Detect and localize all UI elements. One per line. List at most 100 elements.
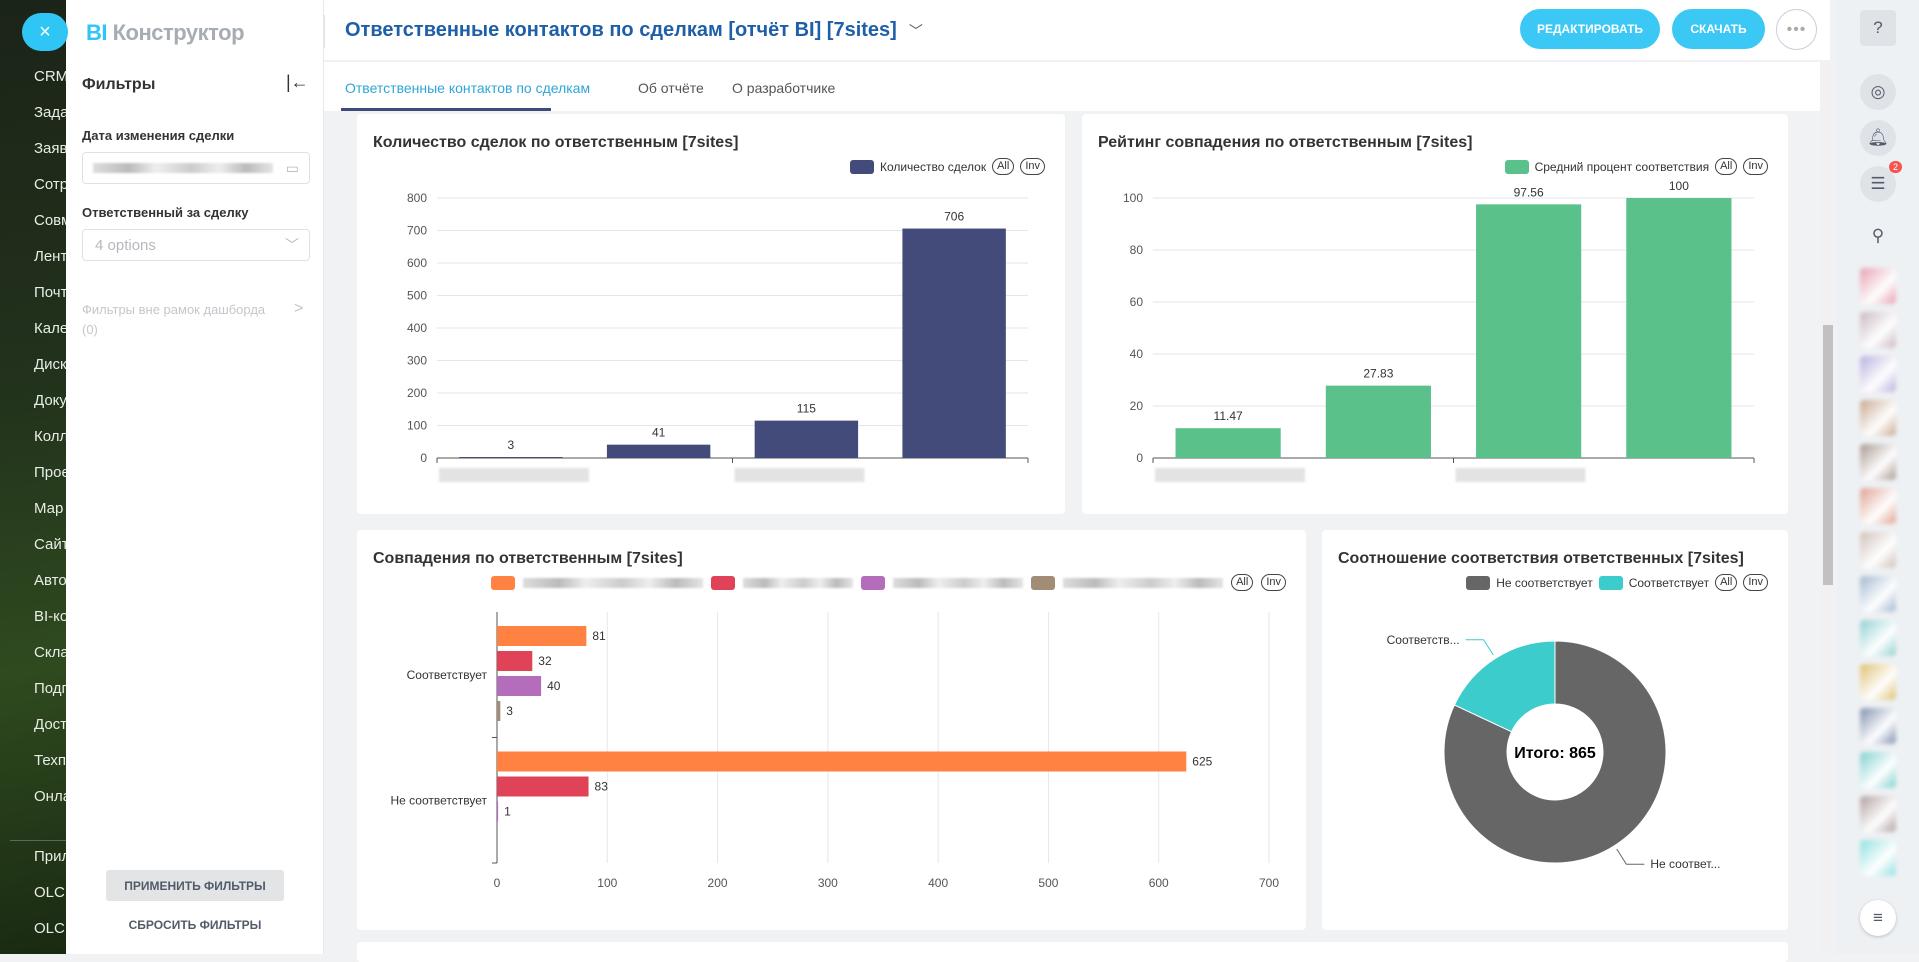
chat-button[interactable]: ☰ 2 bbox=[1860, 161, 1902, 202]
download-button[interactable]: СКАЧАТЬ bbox=[1672, 9, 1765, 49]
nav-item[interactable]: Прое bbox=[34, 464, 66, 481]
user-avatar[interactable] bbox=[1860, 752, 1896, 788]
y-tick-label: 0 bbox=[420, 451, 427, 465]
nav-item[interactable]: Техп bbox=[34, 752, 66, 769]
legend-inv-button[interactable]: Inv bbox=[1020, 158, 1045, 175]
close-icon: × bbox=[39, 20, 51, 43]
data-label: 3 bbox=[506, 704, 513, 718]
nav-item[interactable]: Заяв bbox=[34, 140, 66, 157]
menu-button[interactable]: ≡ bbox=[1860, 900, 1896, 936]
nav-item[interactable]: Сайт bbox=[34, 536, 66, 553]
chevron-down-icon[interactable]: ﹀ bbox=[908, 22, 923, 39]
nav-item[interactable]: Мар bbox=[34, 500, 64, 517]
user-avatar[interactable] bbox=[1860, 576, 1896, 612]
user-avatar[interactable] bbox=[1860, 488, 1896, 524]
donut-chart: Не соответ... Соответств... Итого: 865 bbox=[1387, 633, 1721, 871]
search-button[interactable]: ⚲ bbox=[1860, 218, 1896, 254]
legend-item-blurred[interactable] bbox=[743, 577, 854, 588]
nav-item[interactable]: Совм bbox=[34, 212, 66, 229]
nav-item[interactable]: Зада bbox=[34, 104, 66, 121]
apply-filters-button[interactable]: ПРИМЕНИТЬ ФИЛЬТРЫ bbox=[106, 870, 284, 901]
responsible-select[interactable]: 4 options ﹀ bbox=[82, 229, 310, 261]
legend-item-blurred[interactable] bbox=[893, 577, 1024, 588]
nav-item[interactable]: Почт bbox=[34, 284, 66, 301]
bar bbox=[497, 676, 542, 696]
nav-item[interactable]: Кале bbox=[34, 320, 66, 337]
notifications-button[interactable]: 🔔︎ bbox=[1860, 120, 1896, 156]
blurred-x-label bbox=[734, 468, 865, 482]
close-button[interactable]: × bbox=[22, 13, 68, 51]
nav-item[interactable]: OLCH bbox=[34, 884, 66, 901]
user-avatar[interactable] bbox=[1860, 268, 1896, 304]
user-avatar[interactable] bbox=[1860, 796, 1896, 832]
nav-item[interactable]: Прил bbox=[34, 848, 66, 865]
bar bbox=[1626, 198, 1732, 458]
user-avatar[interactable] bbox=[1860, 840, 1896, 876]
data-label: 3 bbox=[508, 438, 515, 452]
x-tick-label: 500 bbox=[1038, 876, 1058, 890]
legend-all-button[interactable]: All bbox=[992, 158, 1015, 175]
user-avatar[interactable] bbox=[1860, 620, 1896, 656]
collapse-panel-icon[interactable]: |← bbox=[286, 72, 309, 92]
help-button[interactable]: ? bbox=[1860, 10, 1896, 46]
legend-all-button[interactable]: All bbox=[1231, 574, 1254, 591]
copilot-button[interactable]: ◎ bbox=[1860, 74, 1896, 110]
nav-item[interactable]: Диск bbox=[34, 356, 66, 373]
user-avatar[interactable] bbox=[1860, 708, 1896, 744]
date-filter-label: Дата изменения сделки bbox=[82, 128, 235, 143]
bar bbox=[459, 457, 563, 458]
bell-icon: 🔔︎ bbox=[1867, 128, 1889, 147]
legend-item[interactable]: Средний процент соответствия bbox=[1534, 159, 1710, 174]
user-avatar[interactable] bbox=[1860, 664, 1896, 700]
nav-item[interactable]: Авто bbox=[34, 572, 66, 589]
legend-inv-button[interactable]: Inv bbox=[1261, 574, 1286, 591]
user-avatar[interactable] bbox=[1860, 312, 1896, 348]
nav-item[interactable]: Колл bbox=[34, 428, 66, 445]
nav-item[interactable]: Доку bbox=[34, 392, 66, 409]
blurred-x-label bbox=[1455, 468, 1586, 482]
nav-item[interactable]: Скла bbox=[34, 644, 66, 661]
calendar-icon: ▭ bbox=[285, 160, 299, 176]
nav-item[interactable]: Лент bbox=[34, 248, 66, 265]
user-avatar[interactable] bbox=[1860, 444, 1896, 480]
date-range-input[interactable]: ▭ bbox=[82, 152, 310, 184]
legend-item[interactable]: Не соответствует bbox=[1496, 575, 1593, 590]
tab-about-developer[interactable]: О разработчике bbox=[732, 80, 836, 96]
edit-button[interactable]: РЕДАКТИРОВАТЬ bbox=[1520, 9, 1660, 49]
scrollbar[interactable] bbox=[1821, 61, 1835, 954]
legend-item[interactable]: Соответствует bbox=[1628, 575, 1710, 590]
legend-all-button[interactable]: All bbox=[1715, 574, 1738, 591]
outside-filters-link[interactable]: Фильтры вне рамок дашборда (0) bbox=[82, 302, 266, 337]
data-label: 40 bbox=[547, 679, 561, 693]
x-tick-label: 300 bbox=[818, 876, 838, 890]
legend-inv-button[interactable]: Inv bbox=[1743, 158, 1768, 175]
nav-item[interactable]: Подп bbox=[34, 680, 66, 697]
nav-item[interactable]: Сотр bbox=[34, 176, 66, 193]
tab-about-report[interactable]: Об отчёте bbox=[638, 80, 704, 96]
report-title[interactable]: Ответственные контактов по сделкам [отчё… bbox=[345, 19, 897, 41]
nav-item[interactable]: Онла bbox=[34, 788, 66, 805]
legend-item-blurred[interactable] bbox=[523, 577, 704, 588]
y-tick-label: 20 bbox=[1130, 399, 1144, 413]
y-tick-label: 100 bbox=[407, 419, 427, 433]
legend-swatch bbox=[849, 159, 874, 174]
nav-item[interactable]: OLCH bbox=[34, 920, 66, 937]
nav-item[interactable]: Дост bbox=[34, 716, 66, 733]
user-avatar[interactable] bbox=[1860, 356, 1896, 392]
y-category-label: Не соответствует bbox=[390, 793, 487, 807]
legend-item-blurred[interactable] bbox=[1063, 577, 1224, 588]
legend-swatch bbox=[491, 575, 516, 590]
user-avatar[interactable] bbox=[1860, 400, 1896, 436]
nav-item[interactable]: BI-ко bbox=[34, 608, 66, 625]
scrollbar-thumb[interactable] bbox=[1823, 325, 1833, 585]
more-options-button[interactable]: ••• bbox=[1776, 9, 1817, 50]
legend-item[interactable]: Количество сделок bbox=[879, 159, 987, 174]
legend-inv-button[interactable]: Inv bbox=[1743, 574, 1768, 591]
bar bbox=[1175, 428, 1281, 458]
legend-all-button[interactable]: All bbox=[1715, 158, 1738, 175]
data-label: 1 bbox=[504, 805, 511, 819]
user-avatar[interactable] bbox=[1860, 532, 1896, 568]
tab-contacts[interactable]: Ответственные контактов по сделкам bbox=[345, 80, 591, 96]
reset-filters-button[interactable]: СБРОСИТЬ ФИЛЬТРЫ bbox=[128, 918, 262, 932]
nav-item[interactable]: CRM bbox=[34, 68, 66, 85]
